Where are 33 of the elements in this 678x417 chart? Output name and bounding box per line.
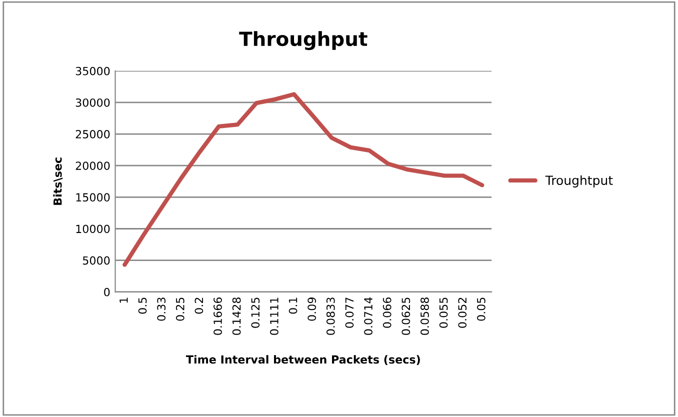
y-tick-label: 25000 [76,130,110,138]
x-tick-label: 0.2 [194,298,204,314]
x-tick-label: 0.1111 [270,298,278,335]
y-tick-label: 30000 [76,98,110,107]
x-tick-label: 0.1 [288,298,298,314]
x-tick-label: 0.052 [458,298,467,328]
x-tick-label: 1 [120,298,128,303]
x-tick-label: 0.077 [345,298,354,328]
x-tick-label: 0.05 [476,298,486,321]
x-tick-label: 0.1666 [214,297,222,335]
line-series [122,92,484,267]
x-tick-label: 0.066 [382,297,392,328]
legend-label: Troughtput [545,175,613,188]
y-tick-label: 35000 [76,66,110,76]
x-axis-title: Time Interval between Packets (secs) [186,355,420,365]
y-tick-label: 0 [104,288,110,296]
x-tick-label: 0.0625 [402,298,410,335]
x-tick-label: 0.09 [308,298,316,321]
x-tick-label: 0.33 [157,298,166,321]
y-tick-label: 5000 [82,256,110,265]
y-tick-label: 15000 [76,193,110,202]
chart-title: Throughput [239,31,368,50]
x-tick-label: 0.0833 [326,298,335,335]
x-tick-label: 0.1428 [232,298,241,335]
x-tick-label: 0.0714 [364,297,372,335]
y-axis-title: Bits\sec [53,158,63,205]
x-tick-label: 0.0588 [420,298,429,335]
x-tick-label: 0.125 [251,298,260,328]
y-tick-label: 10000 [76,224,110,234]
x-tick-label: 0.25 [176,298,184,321]
y-tick-label: 20000 [76,162,110,170]
x-tick-label: 0.5 [138,298,147,314]
x-tick-label: 0.055 [439,298,448,328]
